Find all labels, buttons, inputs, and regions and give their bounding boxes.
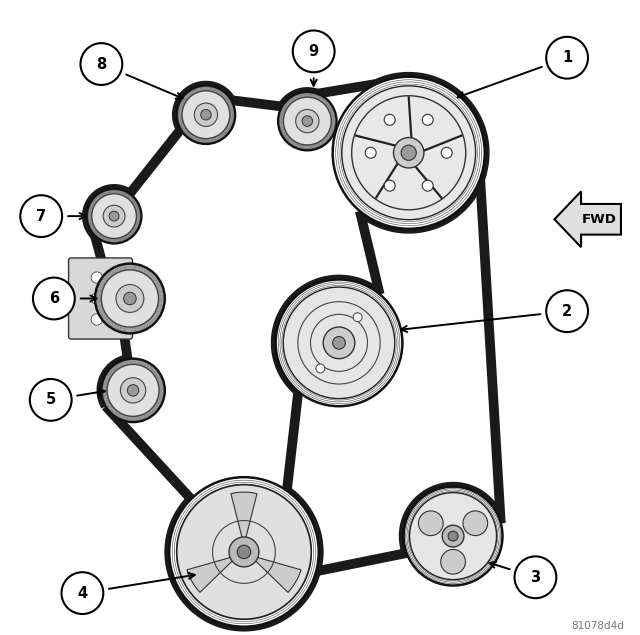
Circle shape — [546, 290, 588, 332]
Circle shape — [103, 205, 125, 227]
Circle shape — [404, 486, 502, 585]
Circle shape — [237, 545, 251, 559]
Circle shape — [410, 493, 497, 580]
Circle shape — [333, 337, 346, 349]
Text: 5: 5 — [45, 392, 56, 408]
Text: 9: 9 — [308, 44, 319, 59]
Circle shape — [30, 379, 72, 421]
Circle shape — [441, 147, 452, 158]
Circle shape — [384, 114, 395, 125]
Circle shape — [394, 138, 424, 168]
Circle shape — [101, 359, 164, 422]
FancyBboxPatch shape — [68, 258, 132, 339]
Circle shape — [323, 327, 355, 359]
Circle shape — [101, 270, 159, 327]
Circle shape — [276, 279, 403, 406]
Circle shape — [91, 293, 102, 304]
Circle shape — [116, 284, 144, 312]
Text: 7: 7 — [36, 209, 46, 224]
Circle shape — [95, 264, 164, 333]
Circle shape — [365, 147, 376, 158]
Circle shape — [278, 92, 337, 150]
Circle shape — [333, 77, 484, 229]
Circle shape — [195, 103, 218, 126]
Text: 81078d4d: 81078d4d — [572, 621, 624, 631]
Circle shape — [177, 485, 311, 619]
Circle shape — [342, 86, 476, 220]
Circle shape — [515, 556, 556, 598]
Text: 1: 1 — [562, 50, 572, 65]
Circle shape — [182, 91, 230, 138]
Circle shape — [441, 549, 465, 574]
Circle shape — [120, 378, 146, 403]
Text: 2: 2 — [562, 304, 572, 319]
Circle shape — [302, 116, 312, 126]
Circle shape — [92, 194, 136, 239]
Circle shape — [401, 145, 416, 161]
Text: 4: 4 — [77, 585, 88, 601]
Circle shape — [169, 477, 319, 627]
Circle shape — [109, 211, 119, 221]
Circle shape — [91, 272, 102, 283]
Circle shape — [127, 385, 139, 396]
Text: 6: 6 — [49, 291, 59, 306]
Circle shape — [177, 86, 235, 144]
Circle shape — [87, 189, 141, 243]
Circle shape — [292, 30, 335, 72]
Circle shape — [448, 531, 458, 541]
Polygon shape — [187, 556, 235, 592]
Circle shape — [296, 109, 319, 133]
Circle shape — [316, 364, 325, 373]
Circle shape — [20, 195, 62, 237]
Text: 3: 3 — [531, 570, 541, 585]
Circle shape — [419, 511, 443, 535]
Circle shape — [546, 37, 588, 79]
Circle shape — [61, 572, 103, 614]
Polygon shape — [231, 492, 257, 541]
Circle shape — [284, 97, 332, 145]
Circle shape — [201, 109, 211, 120]
Polygon shape — [253, 556, 301, 592]
Circle shape — [384, 180, 395, 191]
Circle shape — [107, 364, 159, 417]
Circle shape — [353, 313, 362, 322]
Circle shape — [422, 180, 433, 191]
Circle shape — [33, 277, 75, 319]
Circle shape — [229, 537, 259, 567]
Text: 8: 8 — [96, 57, 106, 72]
Circle shape — [463, 511, 488, 535]
Polygon shape — [554, 191, 621, 247]
Circle shape — [442, 525, 464, 547]
Circle shape — [284, 287, 395, 399]
Circle shape — [422, 114, 433, 125]
Text: FWD: FWD — [582, 213, 617, 226]
Circle shape — [81, 43, 122, 85]
Circle shape — [124, 292, 136, 305]
Circle shape — [91, 314, 102, 325]
